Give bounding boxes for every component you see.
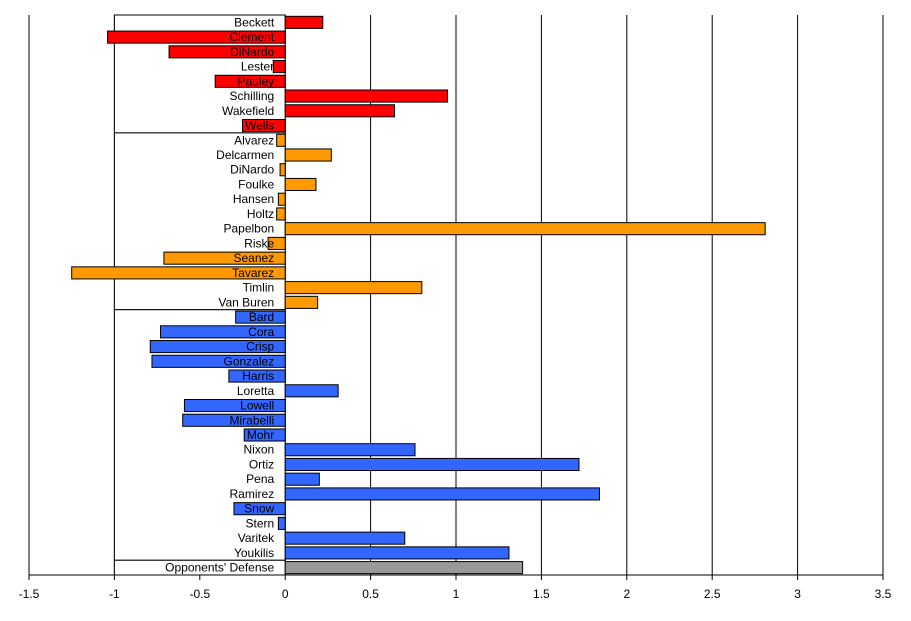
- bar-label: Alvarez: [234, 133, 274, 147]
- x-tick-label: 3: [794, 587, 801, 601]
- bar-label: Delcarmen: [216, 148, 274, 162]
- bar: [284, 148, 332, 162]
- bar-label: Crisp: [246, 340, 274, 354]
- x-tick-label: 3.5: [875, 587, 892, 601]
- bar-label: Snow: [244, 502, 274, 516]
- bar-label: DiNardo: [230, 45, 274, 59]
- x-axis: -1.5 -1 -0.5 0 0.5 1 1.5 2 2.5 3 3.5: [19, 574, 892, 601]
- bar: [284, 546, 510, 560]
- bar-label: Nixon: [244, 443, 275, 457]
- bar: [284, 472, 320, 486]
- bar: [107, 30, 286, 44]
- bar-label: Pauley: [237, 74, 274, 88]
- bar: [151, 354, 286, 368]
- bar-label: Van Buren: [218, 295, 274, 309]
- x-tick-label: 2: [623, 587, 630, 601]
- bar-label: Ramirez: [230, 487, 275, 501]
- bar-label: Beckett: [234, 15, 275, 29]
- bar-label: Lowell: [240, 399, 274, 413]
- bar: [277, 192, 286, 206]
- bar-label: Holtz: [247, 207, 274, 221]
- bar: [277, 516, 286, 530]
- bar-label: DiNardo: [230, 163, 274, 177]
- bar-label: Cora: [248, 325, 274, 339]
- bars: [71, 15, 766, 575]
- bar-label: Wakefield: [222, 104, 274, 118]
- bar-label: Seanez: [233, 251, 274, 265]
- bar-label: Timlin: [243, 281, 275, 295]
- bar-label: Wells: [245, 119, 274, 133]
- bar: [284, 443, 416, 457]
- bar: [182, 413, 286, 427]
- bar: [272, 60, 286, 74]
- bar-label: Papelbon: [223, 222, 274, 236]
- bar: [284, 104, 396, 118]
- bar: [214, 74, 286, 88]
- bar: [183, 398, 286, 413]
- bar-label: Foulke: [238, 177, 274, 191]
- x-tick-label: 1: [453, 587, 460, 601]
- bar: [284, 177, 317, 192]
- x-tick-label: -1.5: [19, 587, 40, 601]
- bar-label: Mohr: [247, 428, 274, 442]
- bar: [276, 207, 286, 221]
- x-tick-label: 0: [282, 587, 289, 601]
- bar: [168, 45, 286, 59]
- bar: [284, 15, 324, 29]
- bar: [284, 295, 319, 309]
- bar-label: Bard: [249, 310, 274, 324]
- bar-label: Lester: [241, 60, 274, 74]
- bar-label: Tavarez: [232, 266, 274, 280]
- bar: [276, 133, 286, 147]
- bar-label: Schilling: [229, 89, 274, 103]
- bar: [243, 428, 286, 442]
- bar-labels: BeckettClementDiNardoLesterPauleySchilli…: [165, 15, 275, 574]
- x-tick-label: -1: [109, 587, 120, 601]
- bar-label: Gonzalez: [223, 354, 274, 368]
- bar-label: Clement: [230, 30, 275, 44]
- bar-label: Hansen: [233, 192, 274, 206]
- bar: [235, 310, 286, 324]
- bar: [233, 502, 286, 516]
- bar: [163, 251, 286, 265]
- bar-label: Pena: [246, 472, 274, 486]
- bar: [284, 561, 524, 575]
- bar: [149, 340, 286, 354]
- bar: [284, 281, 423, 295]
- bar-label: Mirabelli: [230, 413, 275, 427]
- bar: [284, 384, 339, 398]
- bar: [267, 236, 286, 250]
- bar: [284, 457, 580, 472]
- bar: [284, 89, 448, 103]
- bar-label: Opponents' Defense: [165, 561, 274, 575]
- x-tick-label: -0.5: [189, 587, 210, 601]
- group-label-box: [113, 132, 286, 311]
- bar-label: Loretta: [237, 384, 275, 398]
- bar-label: Youkilis: [234, 546, 274, 560]
- bar: [284, 487, 600, 501]
- bar: [279, 163, 286, 177]
- bar: [71, 266, 286, 280]
- bar-label: Riske: [244, 236, 274, 250]
- x-tick-label: 2.5: [704, 587, 721, 601]
- bar: [242, 118, 286, 133]
- bar-label: Ortiz: [249, 457, 274, 471]
- bar-label: Stern: [246, 516, 275, 530]
- bar-label: Harris: [242, 369, 274, 383]
- x-tick-label: 0.5: [362, 587, 379, 601]
- x-tick-label: 1.5: [533, 587, 550, 601]
- bar: [284, 531, 406, 545]
- bar-label: Varitek: [238, 531, 275, 545]
- bar: [284, 222, 766, 236]
- bar: [160, 325, 286, 339]
- bar: [228, 369, 286, 383]
